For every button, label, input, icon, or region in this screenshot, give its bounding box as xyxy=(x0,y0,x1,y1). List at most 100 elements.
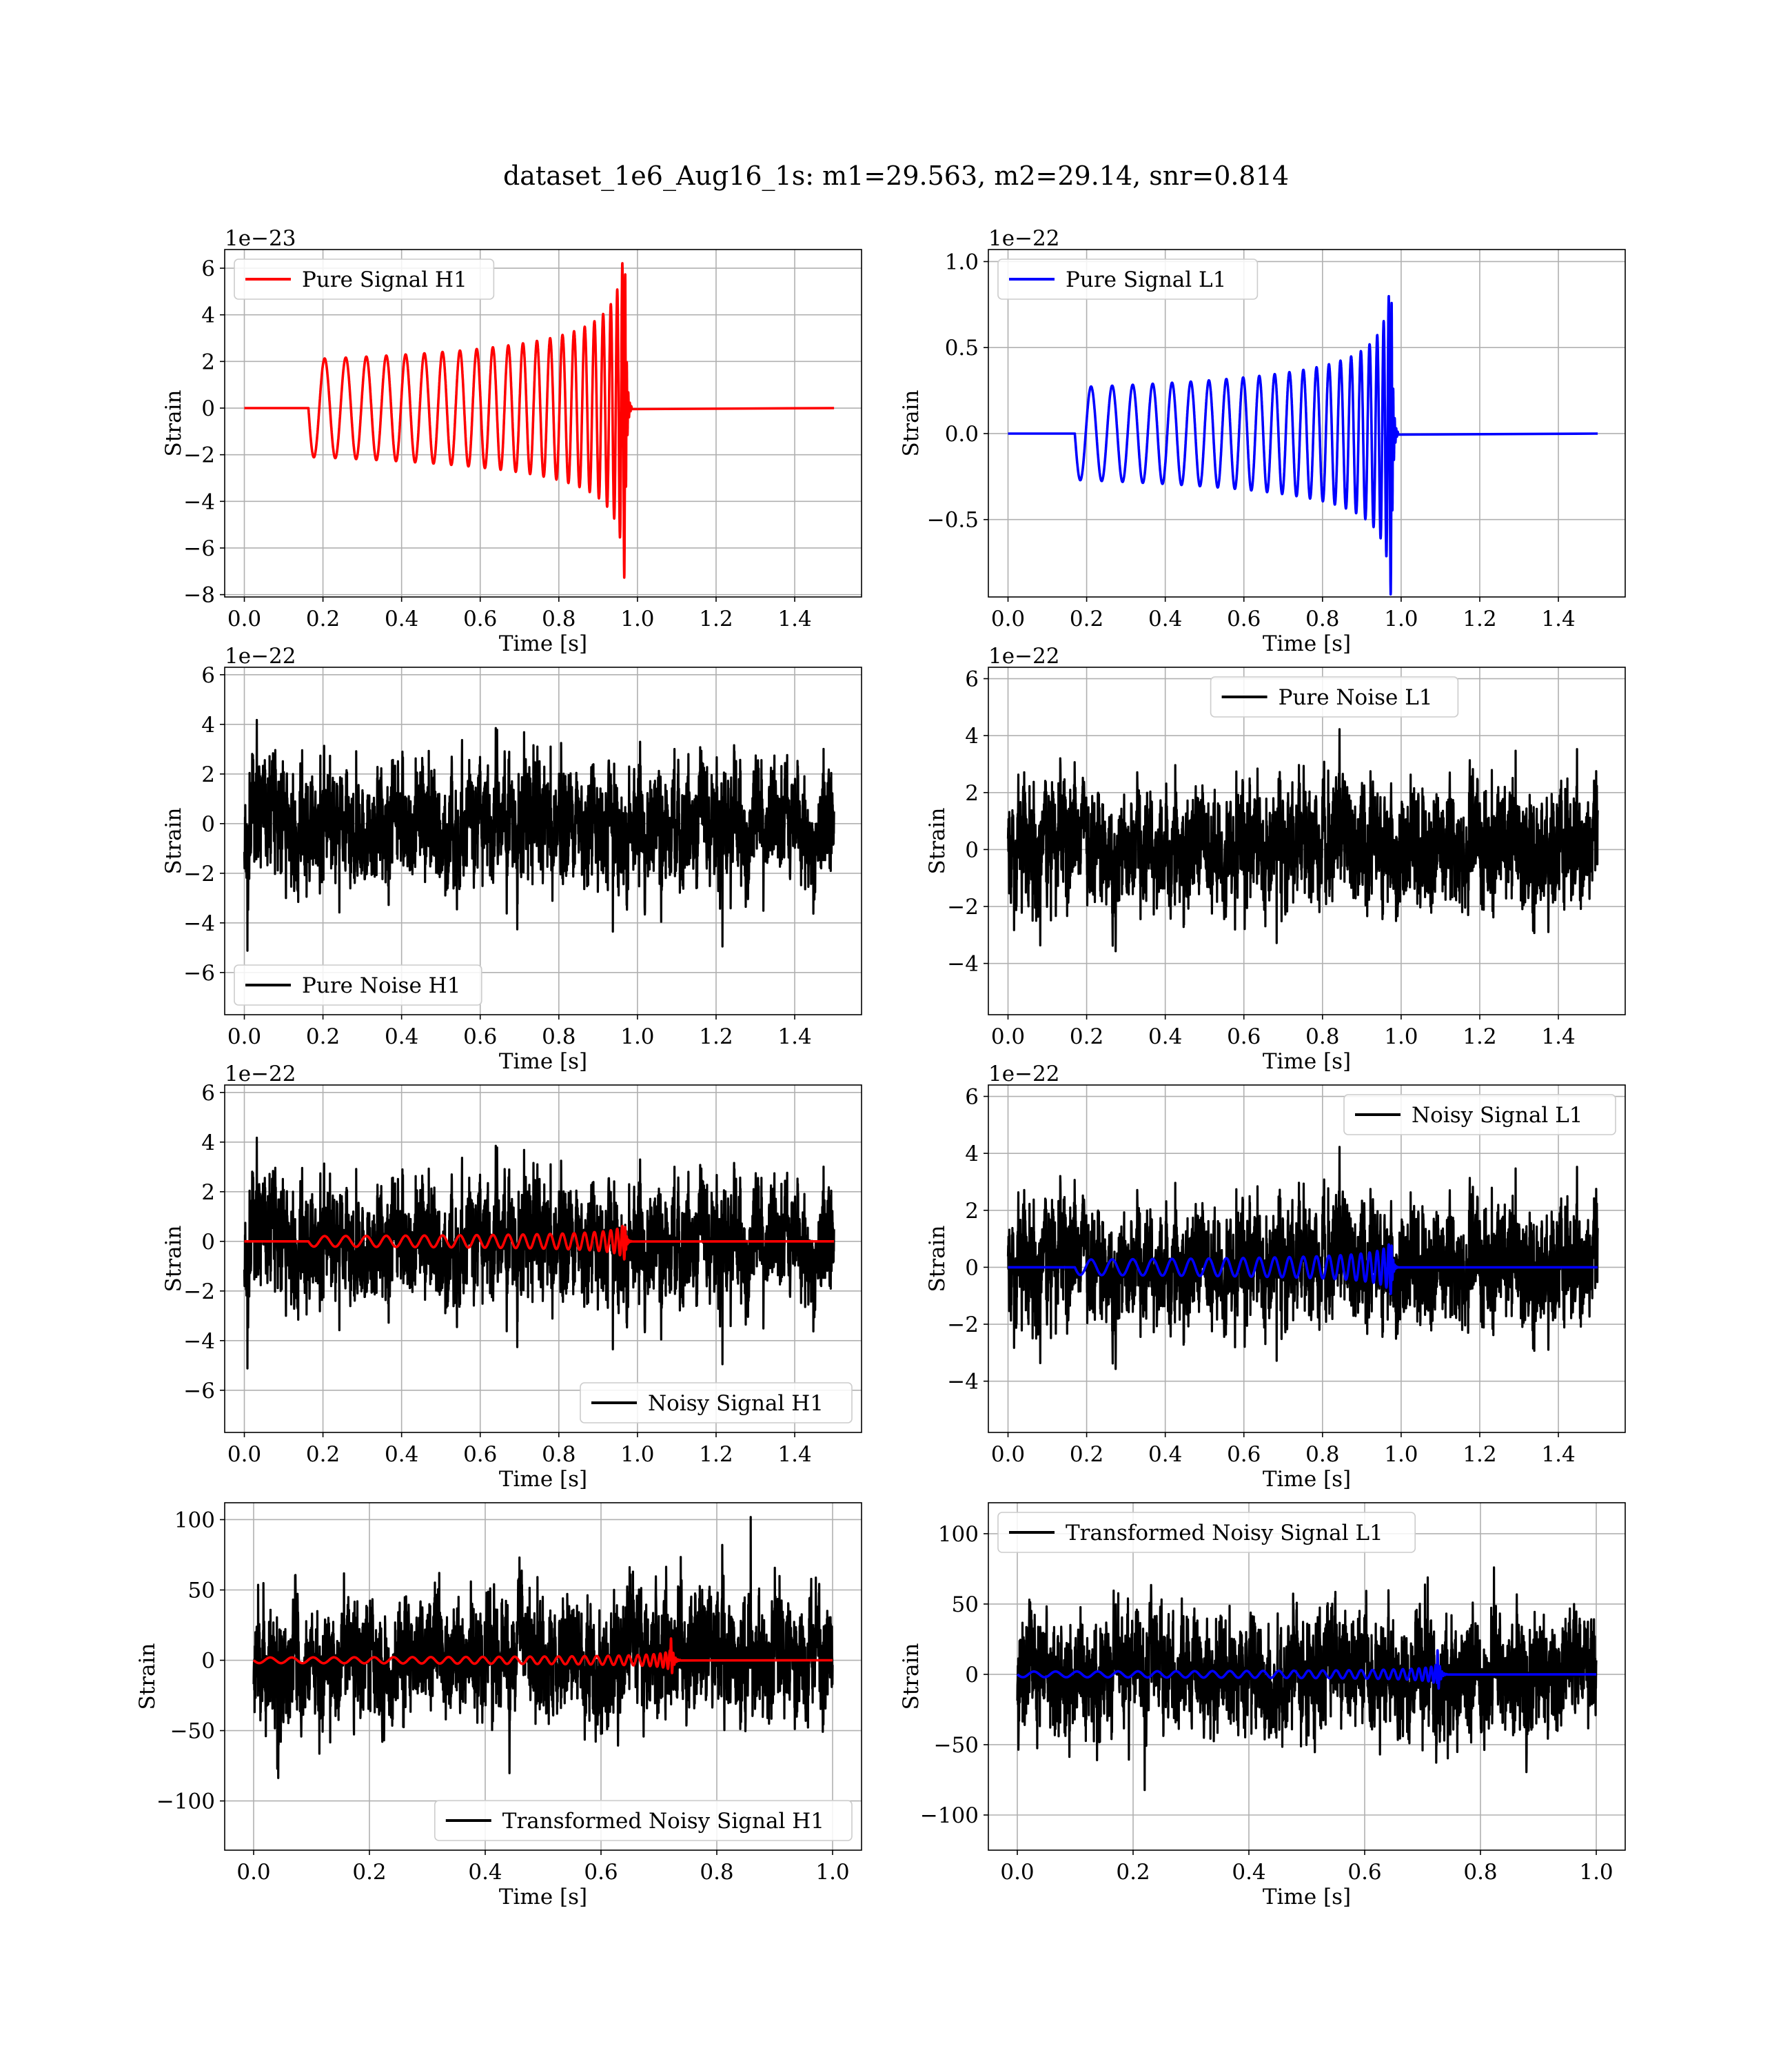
axis-offset-text: 1e−22 xyxy=(988,1062,1060,1086)
axes-frame xyxy=(224,249,862,598)
axis-offset-text: 1e−22 xyxy=(988,226,1060,251)
x-tick-label: 1.2 xyxy=(1463,1442,1496,1467)
series-group xyxy=(1006,728,1599,953)
x-axis-label: Time [s] xyxy=(1263,631,1351,656)
y-tick-label: 0 xyxy=(201,396,215,421)
legend-label: Noisy Signal H1 xyxy=(648,1391,824,1416)
series-group xyxy=(1016,1566,1598,1792)
x-tick-label: 1.0 xyxy=(620,1024,654,1049)
y-tick-label: −100 xyxy=(156,1790,215,1814)
x-tick-label: 0.0 xyxy=(991,1442,1025,1467)
x-tick-label: 0.8 xyxy=(542,1024,576,1049)
x-tick-label: 0.6 xyxy=(584,1860,618,1885)
series-group xyxy=(243,1136,835,1370)
axes-frame xyxy=(988,249,1626,598)
x-tick-label: 0.4 xyxy=(1148,1442,1182,1467)
legend-box xyxy=(1343,1094,1616,1135)
y-tick-label: 6 xyxy=(965,667,979,692)
panel-pure-signal-l1: 0.0 0.2 0.4 0.6 0.8 1.0 1.2 1.4 −0.5 0.0 0.5 1.0 Tim… xyxy=(899,226,1626,656)
axes-frame xyxy=(224,1084,862,1433)
y-tick-label: 4 xyxy=(201,303,215,328)
axes-frame xyxy=(988,667,1626,1015)
panel-transformed-noisy-signal-l1: 0.0 0.2 0.4 0.6 0.8 1.0 −100 −50 0 50 100 Time [s] S… xyxy=(899,1502,1626,1909)
x-tick-label: 0.4 xyxy=(385,1024,418,1049)
x-tick-label: 1.0 xyxy=(1384,607,1418,631)
y-tick-label: 6 xyxy=(201,1081,215,1106)
y-tick-label: 100 xyxy=(174,1508,215,1532)
x-tick-label: 0.6 xyxy=(1227,607,1261,631)
legend: Pure Noise L1 xyxy=(1210,676,1459,718)
y-tick-label: 4 xyxy=(201,1131,215,1155)
series-line-0 xyxy=(1006,728,1599,953)
y-axis-label: Strain xyxy=(899,1643,924,1710)
x-tick-label: 0.8 xyxy=(542,1442,576,1467)
x-tick-label: 0.0 xyxy=(1000,1860,1034,1885)
series-line-0 xyxy=(1008,294,1598,596)
x-tick-label: 0.4 xyxy=(385,1442,418,1467)
x-tick-label: 0.2 xyxy=(352,1860,386,1885)
x-tick-label: 0.2 xyxy=(1070,1442,1103,1467)
series-line-0 xyxy=(1016,1566,1598,1792)
y-axis-label: Strain xyxy=(899,390,924,457)
y-tick-label: 50 xyxy=(188,1579,215,1603)
y-tick-label: 6 xyxy=(201,663,215,688)
y-tick-label: −0.5 xyxy=(927,508,979,533)
legend-box xyxy=(997,1512,1416,1553)
legend-label: Transformed Noisy Signal H1 xyxy=(502,1809,824,1834)
legend: Noisy Signal H1 xyxy=(580,1382,853,1423)
axis-offset-text: 1e−22 xyxy=(988,644,1060,669)
series-line-0 xyxy=(252,1516,834,1779)
panel-noisy-signal-h1: 0.0 0.2 0.4 0.6 0.8 1.0 1.2 1.4 −6 −4 −2 0 2 4 6 Time [… xyxy=(161,1062,862,1492)
x-tick-label: 0.8 xyxy=(1463,1860,1497,1885)
y-tick-label: 4 xyxy=(965,724,979,749)
y-tick-label: −4 xyxy=(183,1329,215,1354)
x-axis-label: Time [s] xyxy=(1263,1467,1351,1492)
series-group xyxy=(244,262,835,579)
panels: 0.0 0.2 0.4 0.6 0.8 1.0 1.2 1.4 −8 −6 −4 −2 0 2 4 6 Time… xyxy=(135,226,1626,1909)
legend-label: Pure Noise H1 xyxy=(302,973,460,998)
y-tick-label: −2 xyxy=(947,1312,979,1337)
x-tick-label: 0.0 xyxy=(227,1024,261,1049)
y-tick-label: 6 xyxy=(965,1085,979,1110)
ticks: 0.0 0.2 0.4 0.6 0.8 1.0 1.2 1.4 −6 −4 −2 0 2 4 6 xyxy=(183,1081,811,1467)
y-tick-label: 0.0 xyxy=(945,422,979,447)
legend-box xyxy=(234,964,482,1006)
legend: Transformed Noisy Signal H1 xyxy=(434,1800,853,1841)
y-tick-label: −2 xyxy=(183,443,215,468)
series-line-1 xyxy=(1016,1649,1597,1690)
legend-box xyxy=(997,258,1259,300)
axes-frame xyxy=(988,1502,1626,1851)
x-tick-label: 1.0 xyxy=(1579,1860,1613,1885)
x-tick-label: 0.0 xyxy=(236,1860,270,1885)
y-axis-label: Strain xyxy=(135,1643,160,1710)
x-tick-label: 0.6 xyxy=(463,1442,497,1467)
y-axis-label: Strain xyxy=(161,808,186,875)
axes-frame xyxy=(988,1084,1626,1433)
legend: Pure Signal L1 xyxy=(997,258,1259,300)
x-tick-label: 0.0 xyxy=(227,1442,261,1467)
y-tick-label: −50 xyxy=(934,1733,979,1758)
x-tick-label: 0.6 xyxy=(1347,1860,1381,1885)
panel-noisy-signal-l1: 0.0 0.2 0.4 0.6 0.8 1.0 1.2 1.4 −4 −2 0 2 4 6 Time [s]… xyxy=(925,1062,1626,1492)
series-line-1 xyxy=(244,1224,835,1261)
legend-label: Pure Noise L1 xyxy=(1279,685,1433,710)
x-tick-label: 1.0 xyxy=(815,1860,849,1885)
x-tick-label: 1.2 xyxy=(699,607,733,631)
x-tick-label: 0.2 xyxy=(1116,1860,1150,1885)
x-tick-label: 1.2 xyxy=(699,1024,733,1049)
y-tick-label: −4 xyxy=(183,489,215,514)
y-tick-label: −4 xyxy=(183,911,215,936)
x-tick-label: 0.4 xyxy=(1232,1860,1265,1885)
x-tick-label: 0.0 xyxy=(991,607,1025,631)
x-tick-label: 0.2 xyxy=(1070,1024,1103,1049)
panel-pure-signal-h1: 0.0 0.2 0.4 0.6 0.8 1.0 1.2 1.4 −8 −6 −4 −2 0 2 4 6 Time… xyxy=(161,226,862,656)
legend-box xyxy=(580,1382,853,1423)
y-tick-label: 0 xyxy=(965,838,979,862)
x-tick-label: 0.2 xyxy=(306,1442,340,1467)
y-tick-label: 6 xyxy=(201,256,215,281)
x-tick-label: 0.4 xyxy=(1148,607,1182,631)
ticks: 0.0 0.2 0.4 0.6 0.8 1.0 1.2 1.4 −0.5 0.0 0.5 1.0 xyxy=(927,250,1576,631)
y-tick-label: 0 xyxy=(965,1663,979,1687)
axis-offset-text: 1e−23 xyxy=(225,226,296,251)
